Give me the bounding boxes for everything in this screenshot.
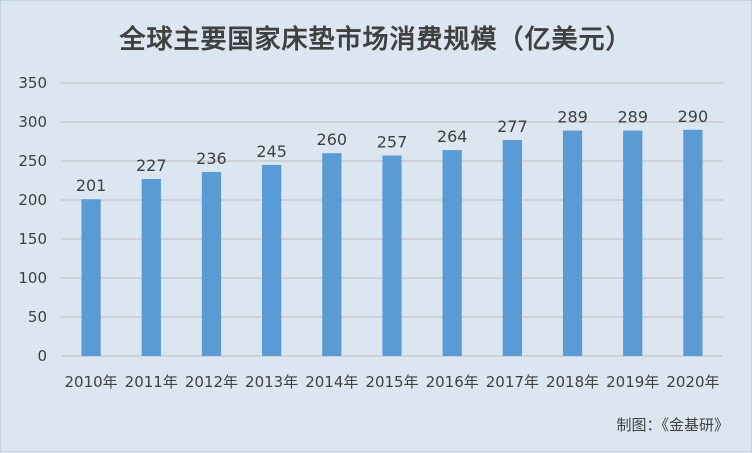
data-label: 245 [256,142,287,161]
bar [382,155,402,356]
x-tick-label: 2013年 [245,373,298,391]
data-label: 264 [437,127,468,146]
x-tick-label: 2014年 [305,373,358,391]
chart-title: 全球主要国家床垫市场消费规模（亿美元） [119,25,633,55]
x-tick-label: 2011年 [125,373,178,391]
bar [262,164,282,356]
data-label: 290 [678,107,709,126]
x-axis: 2010年 2011年 2012年 2013年 2014年 2015年 2016年 2017年… [64,373,719,391]
y-axis: 0 50 100 150 200 250 300 350 [18,74,47,365]
source-note: 制图：《金基研》 [616,416,729,434]
y-tick-label: 0 [37,347,47,365]
data-label: 289 [617,108,648,127]
y-tick-label: 250 [18,152,47,170]
x-tick-label: 2012年 [185,373,238,391]
x-tick-label: 2018年 [546,373,599,391]
bar [201,171,222,356]
bar [562,130,583,356]
x-tick-label: 2015年 [365,373,418,391]
bar [683,129,703,356]
x-tick-label: 2010年 [64,373,117,391]
y-tick-label: 50 [28,308,47,326]
data-label: 227 [136,156,167,175]
data-label: 257 [377,133,408,152]
bars [81,129,703,356]
data-label: 289 [557,108,588,127]
x-tick-label: 2017年 [486,373,539,391]
y-tick-label: 350 [18,74,47,92]
x-tick-label: 2016年 [426,373,479,391]
data-label: 201 [76,176,107,195]
y-tick-label: 150 [18,230,47,248]
data-labels: 201 227 236 245 260 257 264 277 289 289 290 [76,107,708,195]
data-label: 236 [196,149,227,168]
x-tick-label: 2020年 [666,373,719,391]
bar [141,178,161,356]
y-tick-label: 300 [18,113,47,131]
x-tick-label: 2019年 [606,373,659,391]
y-tick-label: 100 [18,269,47,287]
data-label: 277 [497,117,528,136]
data-label: 260 [317,130,348,149]
bar [81,199,101,356]
y-tick-label: 200 [18,191,47,209]
bar [322,153,342,356]
bar [442,150,462,356]
bar [623,130,643,356]
bar [502,139,522,356]
